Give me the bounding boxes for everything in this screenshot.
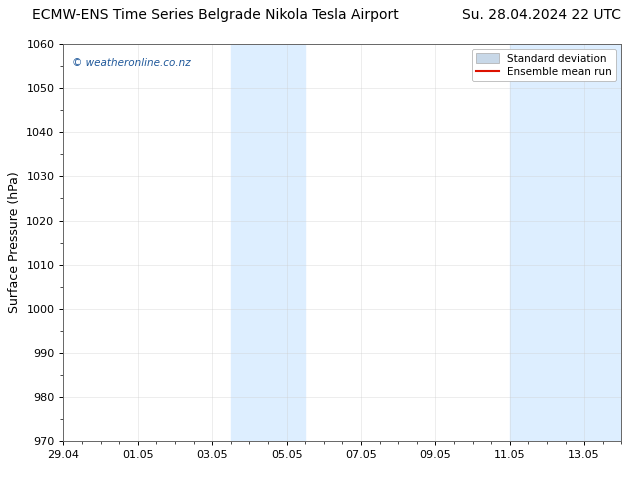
Bar (231, 44, 305, 441)
Legend: Standard deviation, Ensemble mean run: Standard deviation, Ensemble mean run (472, 49, 616, 81)
Y-axis label: Surface Pressure (hPa): Surface Pressure (hPa) (8, 172, 21, 314)
Bar (510, 44, 621, 441)
Text: © weatheronline.co.nz: © weatheronline.co.nz (72, 58, 191, 68)
Text: ECMW-ENS Time Series Belgrade Nikola Tesla Airport: ECMW-ENS Time Series Belgrade Nikola Tes… (32, 8, 398, 22)
Title: ECMW-ENS Time Series Belgrade Nikola Tesla Airport      Su. 28.04.2024 22 UTC: ECMW-ENS Time Series Belgrade Nikola Tes… (0, 489, 1, 490)
Text: Su. 28.04.2024 22 UTC: Su. 28.04.2024 22 UTC (462, 8, 621, 22)
